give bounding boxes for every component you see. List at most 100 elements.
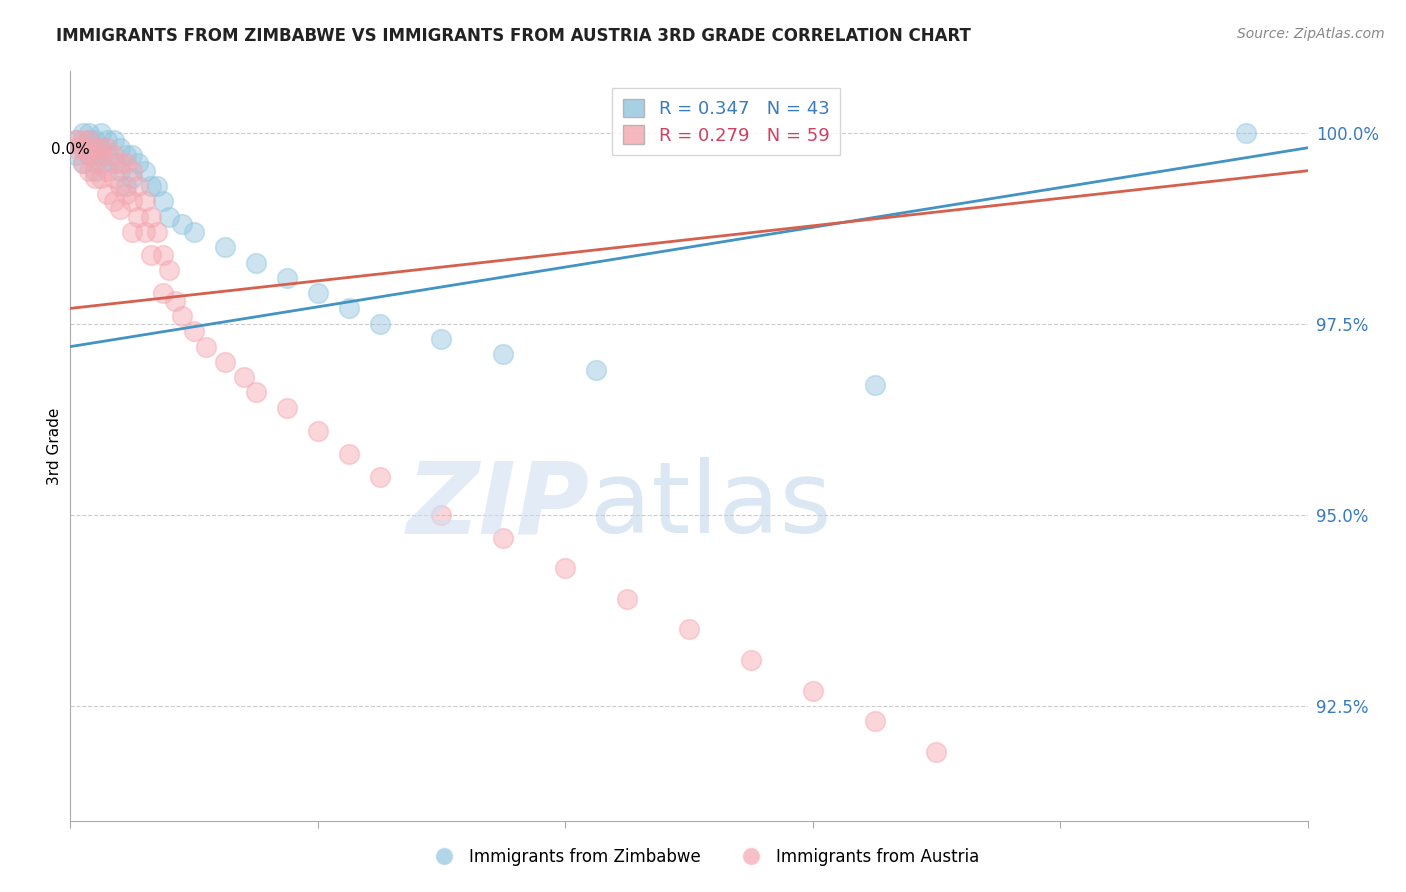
Point [96,186,118,201]
Point [430,508,453,522]
Point [139,248,162,262]
Point [108,202,131,216]
Point [139,179,162,194]
Point [90,141,112,155]
Point [96,133,118,147]
Point [307,424,329,438]
Point [925,745,948,759]
Point [134,163,156,178]
Point [65,133,87,147]
Point [103,156,125,170]
Point [84,148,107,162]
Text: ZIP: ZIP [406,458,591,555]
Point [96,163,118,178]
Point [77,133,100,147]
Point [90,156,112,170]
Point [139,210,162,224]
Point [801,683,824,698]
Point [337,447,360,461]
Point [678,623,700,637]
Point [554,561,576,575]
Point [245,385,267,400]
Point [90,126,112,140]
Text: Source: ZipAtlas.com: Source: ZipAtlas.com [1237,27,1385,41]
Point [84,171,107,186]
Point [121,148,143,162]
Point [84,156,107,170]
Point [115,156,138,170]
Point [165,293,187,308]
Point [103,171,125,186]
Point [108,179,131,194]
Legend: Immigrants from Zimbabwe, Immigrants from Austria: Immigrants from Zimbabwe, Immigrants fro… [420,842,986,873]
Text: IMMIGRANTS FROM ZIMBABWE VS IMMIGRANTS FROM AUSTRIA 3RD GRADE CORRELATION CHART: IMMIGRANTS FROM ZIMBABWE VS IMMIGRANTS F… [56,27,972,45]
Point [103,148,125,162]
Point [245,255,267,269]
Point [740,653,762,667]
Point [430,332,453,346]
Point [368,469,391,483]
Point [492,531,515,545]
Point [72,141,94,155]
Text: 0.0%: 0.0% [51,142,90,157]
Point [232,370,254,384]
Point [90,171,112,186]
Point [1234,126,1257,140]
Point [77,133,100,147]
Point [65,148,87,162]
Point [146,225,169,239]
Point [115,179,138,194]
Point [90,148,112,162]
Point [157,263,180,277]
Point [863,377,886,392]
Point [214,355,236,369]
Point [103,133,125,147]
Point [72,126,94,140]
Point [127,156,149,170]
Point [77,163,100,178]
Point [152,194,174,209]
Point [121,225,143,239]
Point [90,141,112,155]
Point [72,141,94,155]
Point [134,225,156,239]
Point [368,317,391,331]
Point [127,210,149,224]
Point [108,141,131,155]
Point [152,286,174,301]
Point [77,148,100,162]
Point [115,148,138,162]
Point [96,148,118,162]
Point [115,186,138,201]
Point [170,217,193,231]
Point [127,179,149,194]
Y-axis label: 3rd Grade: 3rd Grade [46,408,62,484]
Point [65,133,87,147]
Point [108,163,131,178]
Point [121,163,143,178]
Point [863,714,886,729]
Point [170,309,193,323]
Point [103,194,125,209]
Legend: R = 0.347   N = 43, R = 0.279   N = 59: R = 0.347 N = 43, R = 0.279 N = 59 [612,88,841,155]
Point [157,210,180,224]
Point [72,156,94,170]
Point [108,156,131,170]
Point [134,194,156,209]
Point [77,126,100,140]
Point [276,401,298,415]
Point [585,362,607,376]
Point [337,301,360,316]
Point [77,148,100,162]
Point [72,156,94,170]
Point [276,270,298,285]
Point [183,324,205,338]
Point [146,179,169,194]
Point [492,347,515,361]
Point [195,340,218,354]
Point [84,133,107,147]
Point [616,591,638,606]
Point [152,248,174,262]
Point [183,225,205,239]
Point [307,286,329,301]
